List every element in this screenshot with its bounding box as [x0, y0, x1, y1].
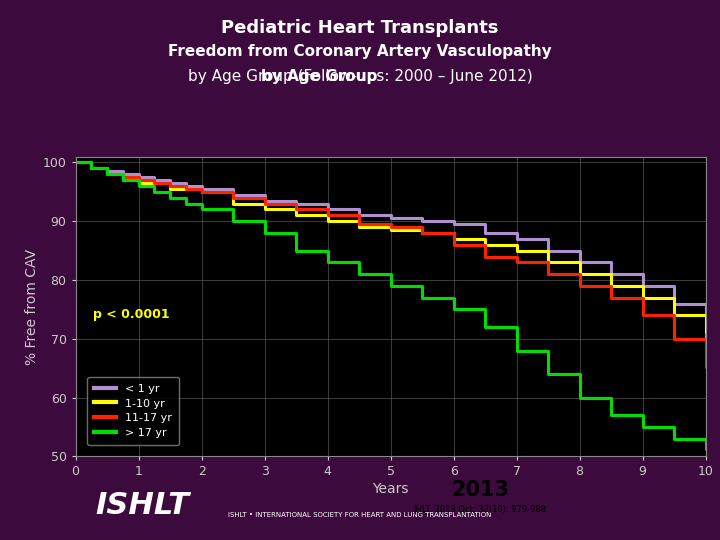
Legend: < 1 yr, 1-10 yr, 11-17 yr, > 17 yr: < 1 yr, 1-10 yr, 11-17 yr, > 17 yr — [87, 376, 179, 445]
Text: ISHLT: ISHLT — [95, 491, 189, 521]
Text: by Age Group (Follow-ups: 2000 – June 2012): by Age Group (Follow-ups: 2000 – June 20… — [188, 69, 532, 84]
Text: p < 0.0001: p < 0.0001 — [94, 308, 170, 321]
Text: JHLT. 2013 Oct; 32(10): 979-988: JHLT. 2013 Oct; 32(10): 979-988 — [414, 505, 547, 514]
Y-axis label: % Free from CAV: % Free from CAV — [24, 248, 39, 364]
X-axis label: Years: Years — [372, 483, 409, 496]
Text: Pediatric Heart Transplants: Pediatric Heart Transplants — [221, 19, 499, 37]
Text: 2013: 2013 — [451, 480, 510, 500]
Text: by Age Group: by Age Group — [261, 69, 377, 84]
Text: Freedom from Coronary Artery Vasculopathy: Freedom from Coronary Artery Vasculopath… — [168, 44, 552, 59]
Text: ISHLT • INTERNATIONAL SOCIETY FOR HEART AND LUNG TRANSPLANTATION: ISHLT • INTERNATIONAL SOCIETY FOR HEART … — [228, 511, 492, 517]
